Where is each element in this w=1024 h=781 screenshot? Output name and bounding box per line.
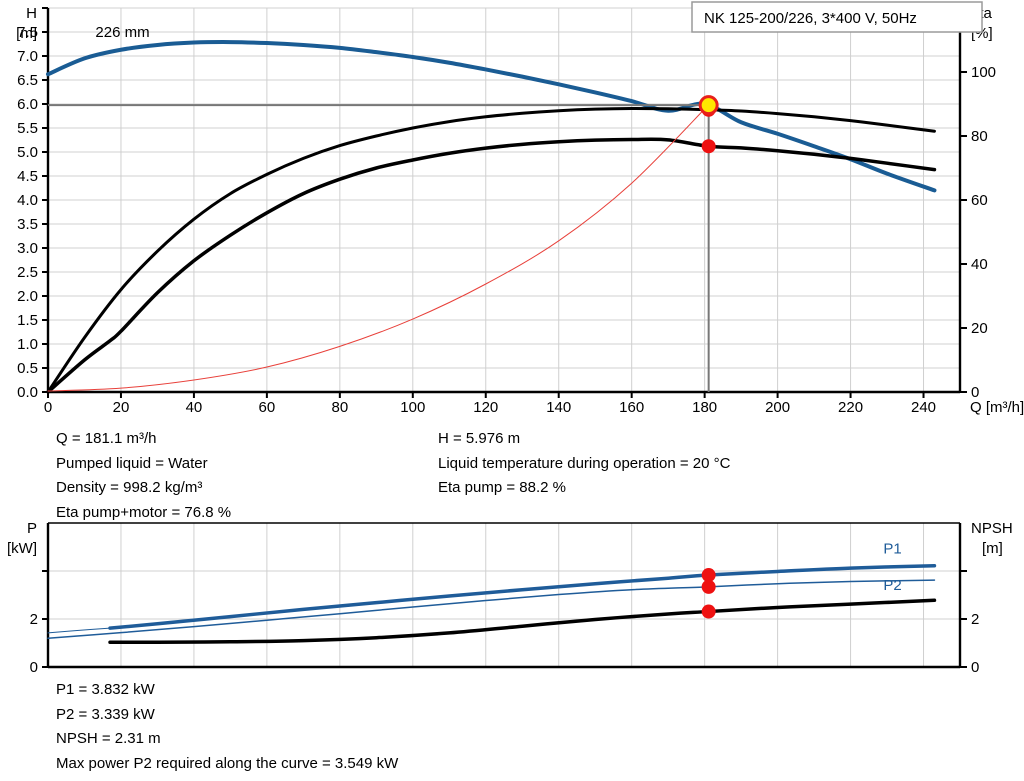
- info-q: Q = 181.1 m³/h: [56, 430, 157, 447]
- power-npsh-chart: 0 2 0 2 P [kW] NPSH [m] P1 P2: [7, 520, 1013, 675]
- y-axis-tick-label: 2.5: [17, 264, 38, 281]
- y-axis-tick-label: 4.5: [17, 168, 38, 185]
- y2-axis-tick-label: 0: [971, 384, 979, 401]
- y2-axis-tick-label: 20: [971, 320, 988, 337]
- info-p1: P1 = 3.832 kW: [56, 681, 155, 698]
- duty-info-left: Q = 181.1 m³/h Pumped liquid = Water Den…: [56, 427, 231, 525]
- p2-duty-marker: [701, 579, 716, 594]
- x-axis-tick-label: 0: [44, 399, 52, 416]
- curve-p2: [47, 579, 936, 639]
- x-axis-tick-label: 120: [473, 399, 498, 416]
- y-axis-tick-label: 6.5: [17, 72, 38, 89]
- curve-npsh: [108, 598, 937, 645]
- x-axis-tick-label: 60: [259, 399, 276, 416]
- curve-p1: [108, 563, 937, 630]
- curve-h-curve-226-mm-impeller-: [46, 40, 937, 193]
- y2-axis-label: NPSH: [971, 520, 1013, 537]
- x-axis-tick-label: 240: [911, 399, 936, 416]
- npsh-duty-marker: [701, 604, 716, 619]
- x-axis-tick-label: 180: [692, 399, 717, 416]
- y-axis-tick-label: 0.5: [17, 360, 38, 377]
- y2-axis-tick-label: 60: [971, 192, 988, 209]
- x-axis-tick-label: 140: [546, 399, 571, 416]
- y-axis-tick-label: 6.0: [17, 96, 38, 113]
- y-axis-tick-label: 3.0: [17, 240, 38, 257]
- info-density: Density = 998.2 kg/m³: [56, 479, 203, 496]
- x-axis-tick-label: 160: [619, 399, 644, 416]
- info-p2: P2 = 3.339 kW: [56, 705, 155, 723]
- y-axis-label: H: [26, 5, 37, 22]
- y-axis-tick-label: 0: [30, 659, 38, 675]
- info-eta-pump: Eta pump = 88.2 %: [438, 479, 566, 496]
- x-axis-tick-label: 40: [186, 399, 203, 416]
- y-axis-tick-label: 1.0: [17, 336, 38, 353]
- y-axis-tick-label: 2: [30, 611, 38, 628]
- x-axis-tick-label: 220: [838, 399, 863, 416]
- info-npsh: NPSH = 2.31 m: [56, 730, 161, 747]
- curve-system-curve: [47, 104, 709, 392]
- power-info-block: P1 = 3.832 kW P2 = 3.339 kW NPSH = 2.31 …: [56, 678, 398, 776]
- duty-info-right: H = 5.976 m Liquid temperature during op…: [438, 427, 730, 501]
- title-box-text: NK 125-200/226, 3*400 V, 50Hz: [704, 10, 917, 27]
- y-axis-label: P: [27, 520, 37, 537]
- y2-axis-tick-label: 2: [971, 611, 979, 628]
- y-axis-tick-label: 3.5: [17, 216, 38, 233]
- duty-point-crosshair: [48, 104, 710, 392]
- title-box-background: [691, 1, 983, 33]
- curve-h-curve-thin-extension: [47, 53, 104, 75]
- info-h: H = 5.976 m: [438, 430, 521, 447]
- impeller-size-label: 226 mm: [95, 24, 149, 41]
- info-pumped-liquid: Pumped liquid = Water: [56, 454, 208, 472]
- y-axis-tick-label: 7.0: [17, 48, 38, 65]
- axes: 0.0 0.5 1.0 1.5 2.0 2.5 3.0 3.5 4.0 4.5 5.0 5.5 6.0 6…: [17, 7, 996, 416]
- y2-axis-tick-label: 40: [971, 256, 988, 273]
- y2-axis-unit-label: [m]: [982, 540, 1003, 557]
- curve-eta-pump-motor: [46, 137, 937, 394]
- y-axis-tick-label: 5.5: [17, 120, 38, 137]
- curve-eta-pump: [46, 106, 936, 394]
- p2-series-label: P2: [883, 577, 901, 594]
- y2-axis-tick-label: 100: [971, 64, 996, 81]
- info-eta-pump-motor: Eta pump+motor = 76.8 %: [56, 503, 232, 521]
- grid-lines: [47, 523, 960, 668]
- eta-pump-motor-duty-marker: [701, 139, 716, 154]
- p1-duty-marker: [701, 568, 716, 583]
- x-axis-tick-label: 80: [331, 399, 348, 416]
- y-axis-tick-label: 2.0: [17, 288, 38, 305]
- axes: 0 2 0 2: [30, 522, 979, 675]
- info-max-power: Max power P2 required along the curve = …: [56, 754, 399, 772]
- y-axis-tick-label: 5.0: [17, 144, 38, 161]
- y-axis-unit-label: [m]: [16, 25, 37, 42]
- info-liquid-temperature: Liquid temperature during operation = 20…: [438, 454, 731, 472]
- curve-p1-thin-start: [47, 627, 111, 634]
- y2-axis-tick-label: 80: [971, 128, 988, 145]
- y-axis-tick-label: 7.5: [17, 24, 38, 41]
- head-eta-chart: 0.0 0.5 1.0 1.5 2.0 2.5 3.0 3.5 4.0 4.5 5.0 5.5 6.0 6…: [16, 1, 1024, 416]
- p1-series-label: P1: [883, 541, 901, 558]
- y-axis-tick-label: 0.0: [17, 384, 38, 401]
- x-axis-tick-label: 100: [400, 399, 425, 416]
- y2-axis-tick-label: 0: [971, 659, 979, 675]
- y-axis-tick-label: 1.5: [17, 312, 38, 329]
- x-axis-tick-label: 20: [113, 399, 130, 416]
- y-axis-unit-label: [kW]: [7, 540, 37, 557]
- head-duty-point-marker: [698, 95, 719, 116]
- y-axis-tick-label: 4.0: [17, 192, 38, 209]
- x-axis-tick-label: 200: [765, 399, 790, 416]
- x-axis-label: Q [m³/h]: [970, 399, 1024, 416]
- chart-title-box: NK 125-200/226, 3*400 V, 50Hz: [691, 1, 983, 33]
- grid-lines: [47, 7, 960, 393]
